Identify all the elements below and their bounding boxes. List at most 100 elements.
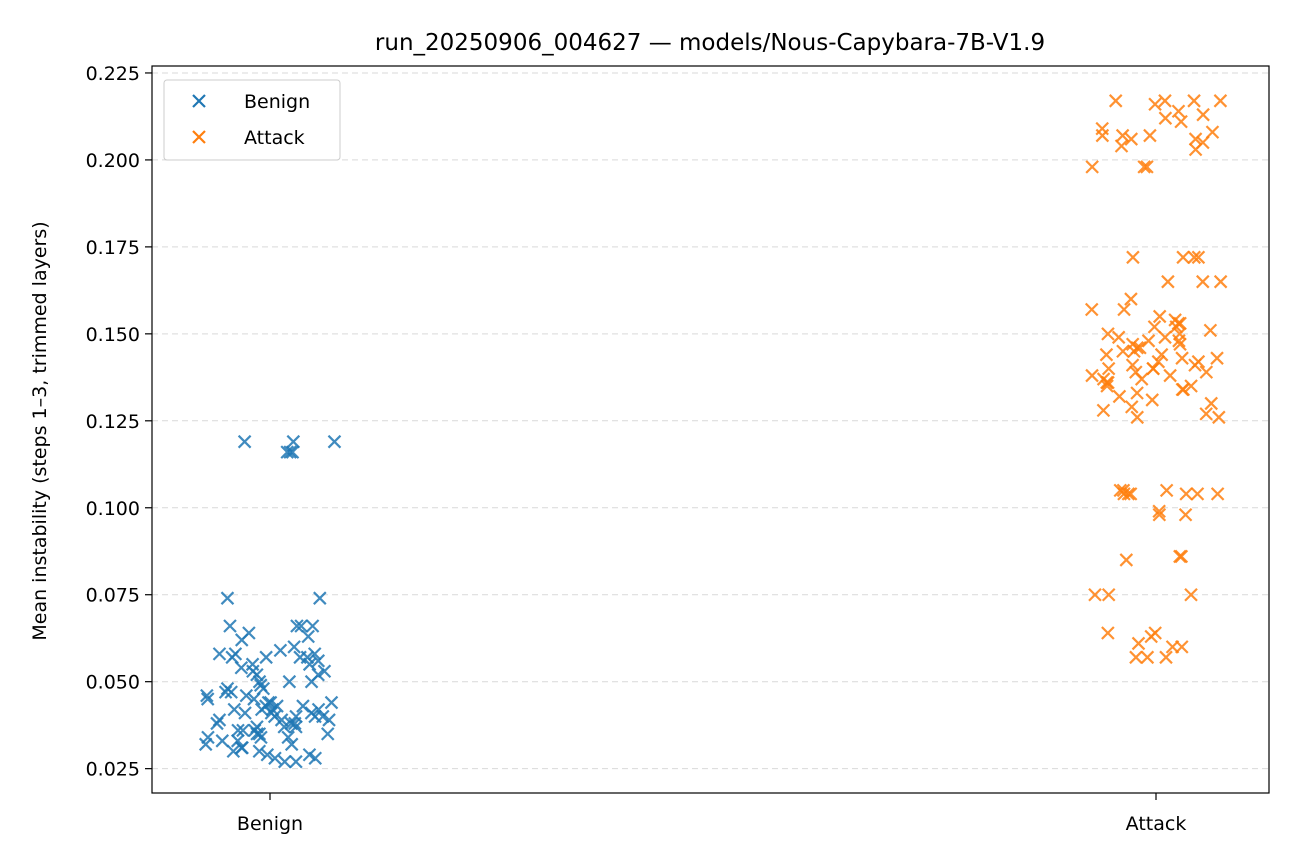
y-tick-label: 0.100 xyxy=(86,498,140,520)
point-benign xyxy=(226,744,241,759)
point-benign xyxy=(302,657,317,672)
point-attack xyxy=(1119,553,1134,567)
point-attack xyxy=(1204,396,1219,411)
point-benign xyxy=(210,716,224,731)
point-attack xyxy=(1212,410,1226,425)
point-attack xyxy=(1147,320,1162,334)
point-benign xyxy=(224,685,238,699)
point-benign xyxy=(256,681,271,696)
point-attack xyxy=(1199,407,1213,421)
point-attack xyxy=(1124,400,1139,414)
point-attack xyxy=(1129,650,1143,665)
point-attack xyxy=(1130,386,1144,400)
point-attack xyxy=(1210,487,1225,501)
point-attack xyxy=(1161,274,1175,289)
point-benign xyxy=(283,445,297,459)
point-benign xyxy=(231,723,245,738)
point-benign xyxy=(277,754,292,769)
point-attack xyxy=(1125,358,1140,372)
point-attack xyxy=(1108,94,1123,108)
point-attack xyxy=(1096,403,1111,418)
legend-box xyxy=(163,79,341,161)
point-benign xyxy=(282,674,297,689)
point-benign xyxy=(288,716,302,731)
point-benign xyxy=(238,706,252,720)
point-attack xyxy=(1130,410,1145,425)
point-benign xyxy=(284,716,299,731)
y-tick-label: 0.025 xyxy=(86,759,140,781)
point-attack xyxy=(1143,128,1157,143)
point-benign xyxy=(230,734,245,748)
point-benign xyxy=(308,751,323,765)
x-tick-label: Benign xyxy=(237,813,303,835)
point-attack xyxy=(1184,379,1198,393)
point-attack xyxy=(1148,97,1162,112)
point-benign xyxy=(280,445,295,459)
y-tick-label: 0.200 xyxy=(86,150,140,172)
point-benign xyxy=(234,741,249,755)
point-attack xyxy=(1210,351,1224,365)
point-benign xyxy=(311,654,326,668)
point-benign xyxy=(301,629,315,644)
point-attack xyxy=(1085,160,1099,174)
data-points xyxy=(198,94,1228,769)
point-benign xyxy=(200,688,214,703)
legend: Benign Attack xyxy=(163,79,341,161)
point-attack xyxy=(1175,382,1190,397)
point-attack xyxy=(1199,365,1214,379)
point-attack xyxy=(1112,389,1127,404)
point-attack xyxy=(1124,292,1138,306)
point-benign xyxy=(239,688,254,703)
y-axis-ticks: 0.025 0.050 0.075 0.100 0.125 0.150 0.175 0.200… xyxy=(86,63,152,781)
point-benign xyxy=(304,674,319,689)
point-benign xyxy=(311,702,326,717)
point-benign xyxy=(236,723,250,738)
point-attack xyxy=(1165,640,1180,654)
point-attack xyxy=(1100,379,1114,393)
point-benign xyxy=(198,737,213,752)
x-tick-label: Attack xyxy=(1126,813,1187,835)
point-attack xyxy=(1101,327,1115,341)
point-attack xyxy=(1131,636,1146,651)
point-attack xyxy=(1154,347,1169,362)
point-attack xyxy=(1203,323,1218,338)
point-attack xyxy=(1152,309,1167,324)
point-benign xyxy=(277,720,292,734)
y-tick-label: 0.225 xyxy=(86,63,140,85)
point-attack xyxy=(1173,549,1187,564)
point-attack xyxy=(1163,368,1177,383)
point-attack xyxy=(1172,334,1186,348)
point-benign xyxy=(264,706,279,720)
point-attack xyxy=(1145,393,1160,407)
point-benign xyxy=(286,434,301,449)
point-attack xyxy=(1188,132,1203,146)
point-attack xyxy=(1184,587,1198,602)
point-benign xyxy=(252,674,267,689)
point-benign xyxy=(313,591,327,605)
point-benign xyxy=(294,619,308,633)
point-benign xyxy=(324,695,339,710)
point-attack xyxy=(1100,375,1114,390)
point-benign xyxy=(285,445,300,459)
point-attack xyxy=(1126,250,1140,265)
point-benign xyxy=(322,713,336,727)
point-attack xyxy=(1146,361,1161,376)
point-attack xyxy=(1196,274,1210,289)
point-attack xyxy=(1187,94,1201,108)
point-attack xyxy=(1144,629,1158,644)
point-attack xyxy=(1124,132,1139,146)
point-attack xyxy=(1101,587,1116,602)
point-attack xyxy=(1111,330,1126,345)
point-benign xyxy=(234,660,249,675)
grid-lines xyxy=(152,72,1269,770)
plot-frame xyxy=(151,65,1270,794)
point-attack xyxy=(1152,504,1166,519)
y-tick-label: 0.175 xyxy=(86,237,140,259)
point-benign xyxy=(254,730,268,745)
point-benign xyxy=(234,633,249,647)
point-attack xyxy=(1174,114,1188,129)
point-benign xyxy=(290,619,304,633)
point-benign xyxy=(252,744,267,759)
point-benign xyxy=(215,734,230,748)
